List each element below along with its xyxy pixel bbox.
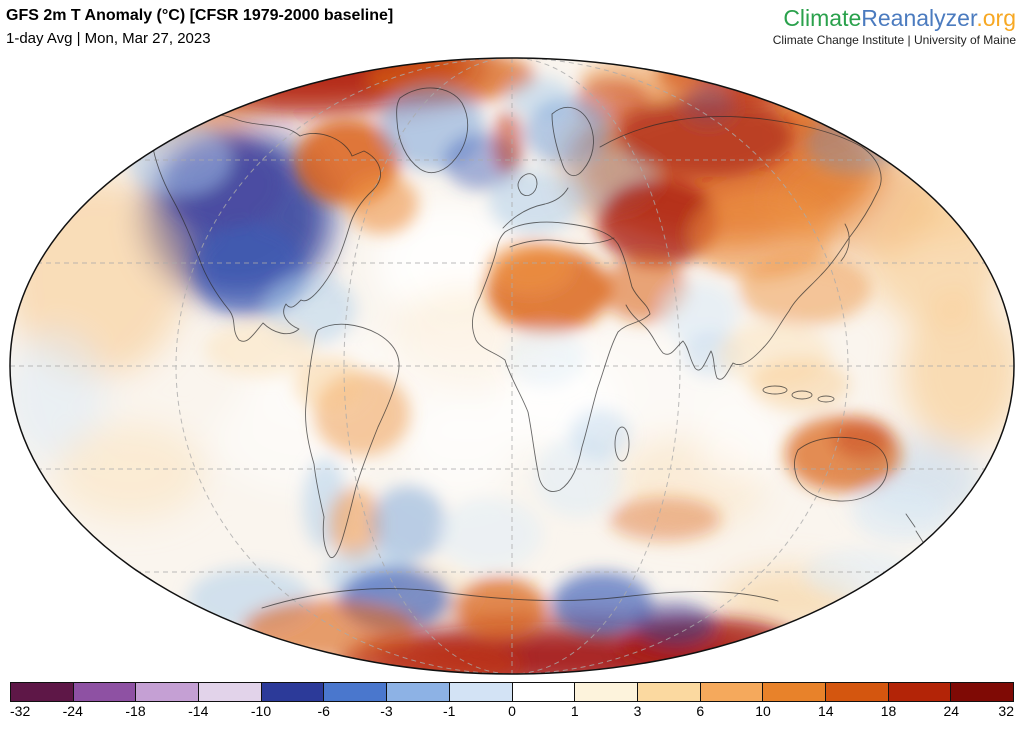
coastline-indonesia-1 <box>762 385 788 395</box>
colorbar-tick-label: 0 <box>508 703 516 719</box>
coastline-new-zealand <box>905 513 924 543</box>
colorbar-tick-label: 14 <box>817 703 834 719</box>
coastline-greenland <box>396 87 469 173</box>
colorbar-segment <box>323 683 387 701</box>
colorbar-tick-label: 24 <box>943 703 960 719</box>
colorbar-tick-label: -14 <box>188 703 209 719</box>
colorbar-segment <box>72 683 136 701</box>
climatereanalyzer-logo[interactable]: ClimateReanalyzer.org <box>773 6 1016 30</box>
map-titles: GFS 2m T Anomaly (°C) [CFSR 1979-2000 ba… <box>6 6 393 47</box>
colorbar-tick-label: 18 <box>880 703 897 719</box>
coastline-scandinavia <box>551 106 594 177</box>
map-subtitle: 1-day Avg | Mon, Mar 27, 2023 <box>6 30 211 47</box>
colorbar-tick-label: 10 <box>755 703 771 719</box>
colorbar-segment <box>699 683 763 701</box>
colorbar-segment <box>887 683 951 701</box>
colorbar-segment <box>198 683 261 701</box>
colorbar-segment <box>762 683 825 701</box>
colorbar-segment <box>11 683 73 701</box>
colorbar-tick-label: 3 <box>633 703 642 719</box>
graticule <box>10 58 1014 674</box>
map-title: GFS 2m T Anomaly (°C) [CFSR 1979-2000 ba… <box>6 7 394 24</box>
world-anomaly-map <box>0 52 1024 680</box>
coastline-south-america <box>305 323 400 559</box>
coastline-mediterranean <box>509 237 615 248</box>
colorbar-segment <box>511 683 575 701</box>
colorbar-segment <box>135 683 199 701</box>
colorbar-tick-label: -10 <box>250 703 272 719</box>
logo-org: .org <box>976 5 1016 31</box>
institute-tagline: Climate Change Institute | University of… <box>772 33 1016 48</box>
colorbar-tick-label: -6 <box>317 703 330 719</box>
colorbar-tick-label: 1 <box>570 703 579 719</box>
coastline-australia <box>794 436 888 502</box>
colorbar-segment <box>448 683 512 701</box>
map-svg <box>9 57 1015 675</box>
colorbar-tick-label: -18 <box>125 703 146 719</box>
coastline-europe-mainland <box>502 187 569 229</box>
colorbar-segment <box>636 683 700 701</box>
coastline-indonesia-2 <box>791 390 813 400</box>
colorbar-tick-label: -3 <box>380 703 393 719</box>
colorbar: -32 -24 -18 -14 -10 -6 -3 -1 0 1 3 6 10 14 18 24 32 <box>0 680 1024 720</box>
coastlines <box>149 87 924 609</box>
colorbar-tick-label: 6 <box>696 703 705 719</box>
colorbar-segments <box>10 682 1014 702</box>
colorbar-tick-label: -32 <box>10 703 31 719</box>
coastline-antarctica <box>261 588 779 609</box>
colorbar-segment <box>950 683 1013 701</box>
colorbar-segment <box>386 683 449 701</box>
coastline-africa <box>472 221 651 492</box>
coastline-madagascar <box>614 426 630 462</box>
branding-block: ClimateReanalyzer.org Climate Change Ins… <box>773 6 1016 47</box>
coastline-north-america <box>149 113 381 342</box>
colorbar-tick-label: -1 <box>443 703 456 719</box>
coastline-asia <box>599 116 882 380</box>
logo-climate: Climate <box>783 5 862 31</box>
colorbar-tick-labels: -32 -24 -18 -14 -10 -6 -3 -1 0 1 3 6 10 14 18 24 32 <box>10 703 1014 720</box>
coastline-japan <box>840 223 850 262</box>
map-border <box>9 57 1015 675</box>
coastline-britain <box>517 173 538 196</box>
coastline-indonesia-3 <box>817 395 835 403</box>
colorbar-tick-label: 32 <box>998 703 1014 719</box>
colorbar-tick-label: -24 <box>62 703 83 719</box>
colorbar-segment <box>574 683 637 701</box>
colorbar-segment <box>824 683 888 701</box>
page-header: GFS 2m T Anomaly (°C) [CFSR 1979-2000 ba… <box>0 0 1024 52</box>
colorbar-segment <box>260 683 324 701</box>
logo-reanalyzer: Reanalyzer <box>861 5 977 31</box>
